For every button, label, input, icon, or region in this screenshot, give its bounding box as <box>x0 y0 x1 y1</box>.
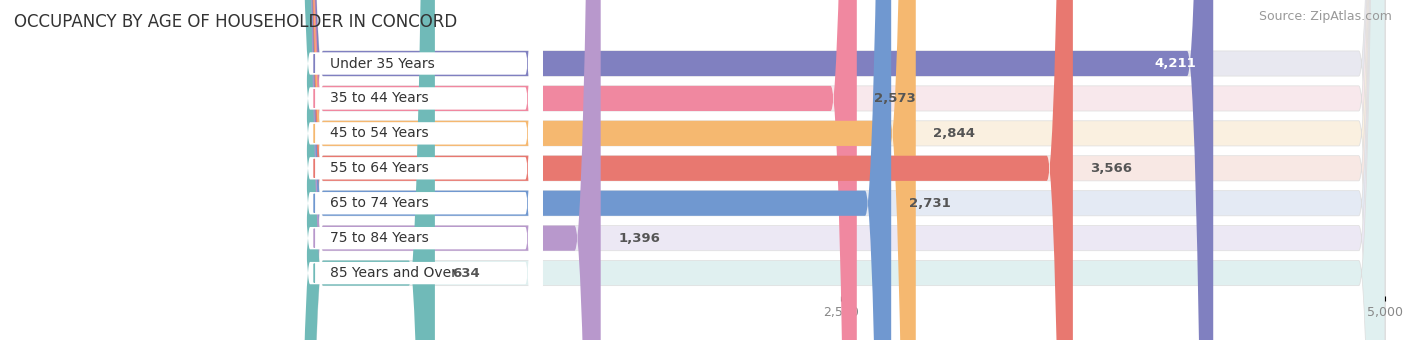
FancyBboxPatch shape <box>297 0 1385 340</box>
FancyBboxPatch shape <box>297 0 1385 340</box>
FancyBboxPatch shape <box>297 0 915 340</box>
FancyBboxPatch shape <box>297 0 1385 340</box>
Text: 35 to 44 Years: 35 to 44 Years <box>329 91 429 105</box>
FancyBboxPatch shape <box>297 0 1385 340</box>
FancyBboxPatch shape <box>292 0 543 340</box>
Text: 634: 634 <box>453 267 479 279</box>
FancyBboxPatch shape <box>297 0 1213 340</box>
FancyBboxPatch shape <box>292 0 543 340</box>
FancyBboxPatch shape <box>297 0 1385 340</box>
Text: 2,844: 2,844 <box>934 127 976 140</box>
Text: 75 to 84 Years: 75 to 84 Years <box>329 231 429 245</box>
FancyBboxPatch shape <box>297 0 1385 340</box>
FancyBboxPatch shape <box>297 0 600 340</box>
Text: 1,396: 1,396 <box>619 232 659 245</box>
Text: 4,211: 4,211 <box>1154 57 1197 70</box>
FancyBboxPatch shape <box>297 0 434 340</box>
Text: 45 to 54 Years: 45 to 54 Years <box>329 126 429 140</box>
Text: Under 35 Years: Under 35 Years <box>329 56 434 70</box>
FancyBboxPatch shape <box>297 0 1073 340</box>
FancyBboxPatch shape <box>292 0 543 340</box>
Text: 55 to 64 Years: 55 to 64 Years <box>329 161 429 175</box>
Text: Source: ZipAtlas.com: Source: ZipAtlas.com <box>1258 10 1392 23</box>
Text: 3,566: 3,566 <box>1090 162 1132 175</box>
FancyBboxPatch shape <box>292 0 543 340</box>
Text: 85 Years and Over: 85 Years and Over <box>329 266 457 280</box>
FancyBboxPatch shape <box>292 0 543 340</box>
Text: OCCUPANCY BY AGE OF HOUSEHOLDER IN CONCORD: OCCUPANCY BY AGE OF HOUSEHOLDER IN CONCO… <box>14 13 457 31</box>
FancyBboxPatch shape <box>292 0 543 340</box>
FancyBboxPatch shape <box>297 0 856 340</box>
FancyBboxPatch shape <box>297 0 1385 340</box>
Text: 65 to 74 Years: 65 to 74 Years <box>329 196 429 210</box>
FancyBboxPatch shape <box>292 0 543 340</box>
Text: 2,573: 2,573 <box>875 92 915 105</box>
FancyBboxPatch shape <box>297 0 891 340</box>
Text: 2,731: 2,731 <box>908 197 950 210</box>
